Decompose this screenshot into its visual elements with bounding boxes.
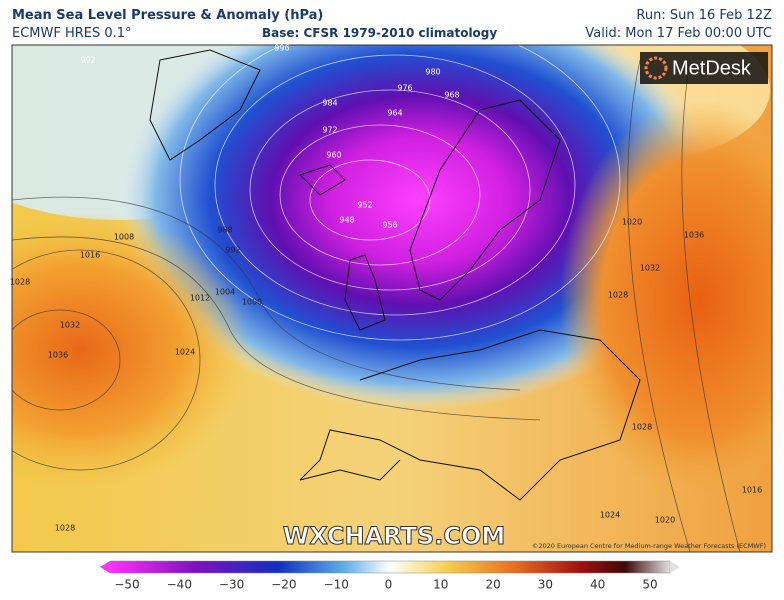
contour-label: 1028	[608, 291, 628, 300]
contour-label: 1036	[48, 351, 68, 360]
contour-label: 1032	[60, 321, 80, 330]
contour-label: 992	[80, 56, 95, 65]
watermark: WXCHARTS.COM	[283, 522, 505, 550]
colorbar-tick-label: 30	[538, 578, 553, 592]
contour-label: 1032	[640, 264, 660, 273]
run-label: Run: Sun 16 Feb 12Z	[636, 8, 772, 23]
contour-label: 1016	[742, 486, 762, 495]
contour-label: 1020	[622, 218, 642, 227]
colorbar-tick-label: −40	[167, 578, 192, 592]
colorbar-tick-label: 10	[433, 578, 448, 592]
colorbar-tick-label: −30	[219, 578, 244, 592]
contour-label: 1020	[655, 516, 675, 525]
colorbar-tick-label: 20	[485, 578, 500, 592]
contour-label: 1004	[215, 288, 235, 297]
contour-label: 1028	[55, 524, 75, 533]
contour-label: 1008	[114, 233, 134, 242]
contour-label: 952	[357, 201, 372, 210]
colorbar-tick-label: −50	[114, 578, 139, 592]
contour-label: 960	[326, 151, 341, 160]
contour-label: 1028	[632, 423, 652, 432]
contour-label: 968	[444, 91, 459, 100]
contour-label: 992	[225, 246, 240, 255]
credit: ©2020 European Centre for Medium-range W…	[532, 542, 766, 550]
model-label: ECMWF HRES 0.1°	[12, 26, 132, 41]
colorbar-tick-label: −20	[271, 578, 296, 592]
colorbar-tick-label: −10	[324, 578, 349, 592]
contour-label: 1000	[242, 298, 262, 307]
contour-label: 956	[382, 221, 397, 230]
contour-label: 980	[425, 68, 440, 77]
colorbar-tick-label: 0	[385, 578, 393, 592]
contour-label: 948	[339, 216, 354, 225]
contour-label: 976	[397, 84, 412, 93]
contour-label: 1016	[80, 251, 100, 260]
colorbar-tick-label: 50	[642, 578, 657, 592]
contour-label: 988	[217, 226, 232, 235]
contour-label: 1024	[175, 348, 195, 357]
colorbar	[109, 560, 671, 574]
contour-label: 1036	[684, 231, 704, 240]
contour-label: 996	[274, 44, 289, 53]
contour-label: 1012	[190, 294, 210, 303]
base-label: Base: CFSR 1979-2010 climatology	[262, 26, 498, 40]
contour-label: 1028	[10, 278, 30, 287]
contour-label: 984	[322, 99, 337, 108]
contour-label: 964	[387, 109, 402, 118]
logo: MetDesk	[672, 57, 752, 79]
title: Mean Sea Level Pressure & Anomaly (hPa)	[12, 8, 324, 23]
valid-label: Valid: Mon 17 Feb 00:00 UTC	[585, 26, 772, 41]
colorbar-tick-label: 40	[590, 578, 605, 592]
contour-label: 972	[322, 126, 337, 135]
contour-label: 1024	[600, 511, 620, 520]
